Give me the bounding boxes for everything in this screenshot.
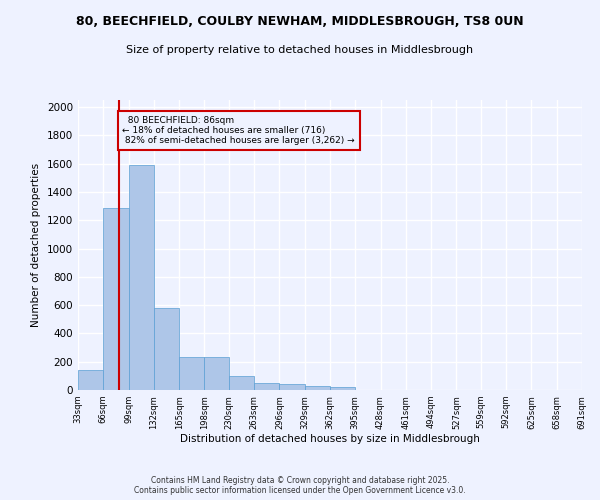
Text: Contains HM Land Registry data © Crown copyright and database right 2025.
Contai: Contains HM Land Registry data © Crown c… [134, 476, 466, 495]
X-axis label: Distribution of detached houses by size in Middlesbrough: Distribution of detached houses by size … [180, 434, 480, 444]
Bar [78, 370, 103, 390]
Bar [179, 358, 205, 390]
Y-axis label: Number of detached properties: Number of detached properties [31, 163, 41, 327]
Bar [103, 208, 128, 390]
Bar [205, 358, 229, 390]
Bar [330, 387, 355, 390]
Bar [305, 386, 330, 390]
Text: Size of property relative to detached houses in Middlesbrough: Size of property relative to detached ho… [127, 45, 473, 55]
Text: 80, BEECHFIELD, COULBY NEWHAM, MIDDLESBROUGH, TS8 0UN: 80, BEECHFIELD, COULBY NEWHAM, MIDDLESBR… [76, 15, 524, 28]
Bar [154, 308, 179, 390]
Bar [280, 384, 305, 390]
Text: 80 BEECHFIELD: 86sqm
← 18% of detached houses are smaller (716)
 82% of semi-det: 80 BEECHFIELD: 86sqm ← 18% of detached h… [122, 116, 355, 146]
Bar [229, 376, 254, 390]
Bar [128, 165, 154, 390]
Bar [254, 383, 280, 390]
